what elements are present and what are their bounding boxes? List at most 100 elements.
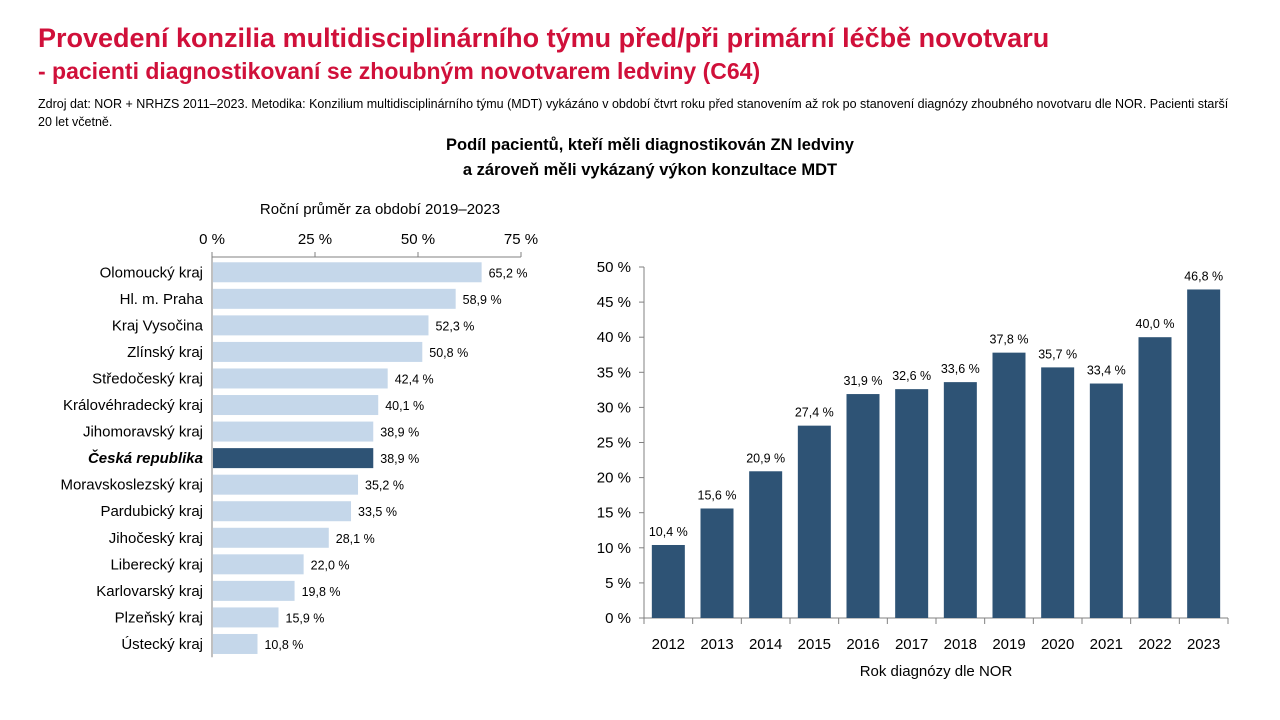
category-label: Plzeňský kraj [115, 609, 203, 626]
bar [943, 382, 977, 618]
data-label: 35,2 % [365, 479, 404, 493]
data-label: 33,6 % [941, 362, 980, 376]
bar [213, 368, 388, 389]
chart-title: Podíl pacientů, kteří měli diagnostiková… [240, 133, 1060, 183]
bar [213, 474, 359, 495]
bar [1138, 337, 1172, 618]
bar [651, 544, 685, 618]
data-label: 10,4 % [649, 525, 688, 539]
data-label: 15,9 % [286, 611, 325, 625]
right-y-tick-label: 45 % [597, 294, 631, 311]
left-chart-title: Roční průměr za období 2019–2023 [260, 201, 500, 218]
right-x-tick-label: 2019 [992, 636, 1025, 653]
bar [992, 352, 1026, 618]
chart-title-line-2: a zároveň měli vykázaný výkon konzultace… [462, 161, 838, 179]
bar [846, 394, 880, 618]
category-label: Zlínský kraj [127, 344, 203, 361]
data-label: 33,5 % [358, 505, 397, 519]
bar [213, 580, 295, 601]
bar [213, 262, 482, 283]
category-label: Hl. m. Praha [120, 291, 204, 308]
right-y-tick-label: 40 % [597, 329, 631, 346]
right-y-tick-label: 0 % [605, 610, 631, 627]
right-y-tick-label: 20 % [597, 470, 631, 487]
right-x-axis-title: Rok diagnózy dle NOR [860, 663, 1013, 680]
data-label: 19,8 % [302, 585, 341, 599]
data-label: 27,4 % [795, 406, 834, 420]
right-x-tick-label: 2021 [1090, 636, 1123, 653]
category-label: Kraj Vysočina [112, 317, 204, 334]
right-x-tick-label: 2022 [1138, 636, 1171, 653]
data-label: 52,3 % [435, 319, 474, 333]
data-label: 58,9 % [463, 293, 502, 307]
category-label: Středočeský kraj [92, 370, 203, 387]
data-label: 35,7 % [1038, 347, 1077, 361]
category-label: Pardubický kraj [100, 503, 203, 520]
bar [213, 395, 379, 416]
data-label: 32,6 % [892, 369, 931, 383]
right-x-tick-label: 2012 [652, 636, 685, 653]
data-source-note: Zdroj dat: NOR + NRHZS 2011–2023. Metodi… [38, 97, 1229, 129]
left-x-tick-label: 0 % [199, 231, 225, 248]
bar [213, 421, 374, 442]
page-title: Provedení konzilia multidisciplinárního … [38, 23, 1050, 53]
data-label: 42,4 % [395, 372, 434, 386]
category-label: Olomoucký kraj [100, 264, 203, 281]
regional-bar-chart: Roční průměr za období 2019–2023 0 % 25 % 5… [60, 201, 538, 658]
data-label: 31,9 % [844, 374, 883, 388]
left-x-tick-label: 50 % [401, 231, 435, 248]
category-label: Jihomoravský kraj [83, 424, 203, 441]
data-label: 46,8 % [1184, 269, 1223, 283]
category-label: Liberecký kraj [110, 556, 203, 573]
bar [749, 471, 783, 618]
data-label: 20,9 % [746, 451, 785, 465]
category-label: Jihočeský kraj [109, 530, 203, 547]
right-x-tick-label: 2017 [895, 636, 928, 653]
bar [213, 607, 279, 628]
right-y-tick-label: 35 % [597, 364, 631, 381]
data-label: 37,8 % [990, 333, 1029, 347]
category-label: Ústecký kraj [121, 636, 203, 653]
bar [213, 554, 304, 575]
left-x-tick-label: 75 % [504, 231, 538, 248]
data-label: 40,1 % [385, 399, 424, 413]
category-label: Královéhradecký kraj [63, 397, 203, 414]
bar [1041, 367, 1075, 618]
bar [797, 425, 831, 618]
category-label: Česká republika [88, 449, 203, 467]
bar [895, 389, 929, 618]
bar [213, 288, 456, 309]
data-label: 22,0 % [311, 558, 350, 572]
data-label: 10,8 % [264, 638, 303, 652]
data-label: 40,0 % [1136, 317, 1175, 331]
right-x-tick-label: 2018 [944, 636, 977, 653]
right-x-tick-label: 2014 [749, 636, 782, 653]
bar [213, 633, 258, 654]
bar [213, 341, 423, 362]
data-label: 50,8 % [429, 346, 468, 360]
right-x-tick-label: 2020 [1041, 636, 1074, 653]
bar [213, 448, 374, 469]
data-label: 38,9 % [380, 452, 419, 466]
right-y-tick-label: 25 % [597, 435, 631, 452]
bar [1089, 383, 1123, 618]
chart-title-line-1: Podíl pacientů, kteří měli diagnostiková… [445, 136, 854, 154]
category-label: Moravskoslezský kraj [60, 477, 203, 494]
data-label: 65,2 % [489, 266, 528, 280]
data-label: 38,9 % [380, 426, 419, 440]
right-y-tick-label: 30 % [597, 399, 631, 416]
right-x-tick-label: 2015 [798, 636, 831, 653]
data-label: 33,4 % [1087, 364, 1126, 378]
right-x-tick-label: 2013 [700, 636, 733, 653]
bar [213, 501, 352, 522]
category-label: Karlovarský kraj [96, 583, 203, 600]
right-y-tick-label: 10 % [597, 540, 631, 557]
right-x-tick-label: 2023 [1187, 636, 1220, 653]
page-subtitle: - pacienti diagnostikovaní se zhoubným n… [38, 58, 761, 84]
right-y-tick-label: 50 % [597, 259, 631, 276]
bar [213, 527, 329, 548]
data-label: 15,6 % [698, 488, 737, 502]
right-y-tick-label: 5 % [605, 575, 631, 592]
bar [1187, 289, 1221, 618]
